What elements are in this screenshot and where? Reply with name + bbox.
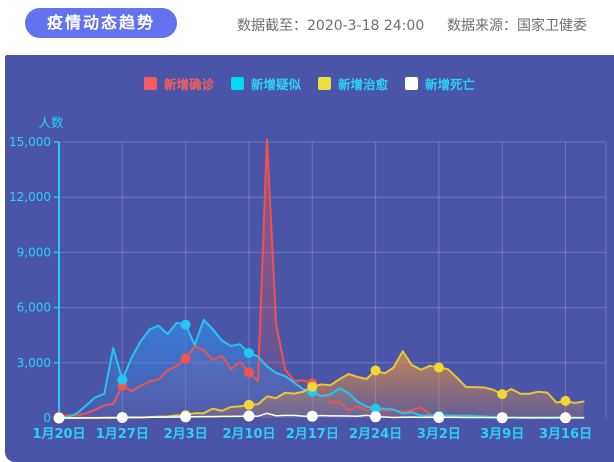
legend-item-confirmed[interactable]: 新增确诊 <box>143 74 214 93</box>
data-point-marker-3[interactable] <box>370 411 382 423</box>
confirmed-swatch-icon <box>143 77 157 90</box>
legend-label-suspected: 新增疑似 <box>250 77 301 92</box>
data-point-marker-1[interactable] <box>180 319 191 330</box>
data-point-marker-1[interactable] <box>243 347 254 358</box>
deaths-swatch-icon <box>405 77 419 90</box>
data-cutoff-label: 数据截至：2020-3-18 24:00 <box>237 18 425 34</box>
data-point-marker-1[interactable] <box>370 403 381 414</box>
data-point-marker-0[interactable] <box>180 353 191 364</box>
x-tick-label: 3月9日 <box>480 427 524 442</box>
y-axis-title: 人数 <box>38 115 64 130</box>
data-point-marker-3[interactable] <box>116 412 128 424</box>
chart-legend: 新增确诊 新增疑似 新增治愈 新增死亡 <box>5 74 614 93</box>
legend-item-deaths[interactable]: 新增死亡 <box>405 74 475 93</box>
y-tick-label: 9,000 <box>17 245 51 259</box>
legend-label-confirmed: 新增确诊 <box>163 77 214 92</box>
header: 疫情动态趋势 数据截至：2020-3-18 24:00 数据来源：国家卫健委 <box>0 0 614 55</box>
cured-swatch-icon <box>318 77 331 90</box>
x-tick-label: 3月16日 <box>539 427 592 442</box>
x-tick-label: 2月10日 <box>222 427 275 442</box>
y-tick-label: 0 <box>43 411 51 425</box>
data-point-marker-2[interactable] <box>307 381 318 392</box>
data-point-marker-1[interactable] <box>117 374 128 385</box>
x-tick-label: 1月27日 <box>96 427 149 442</box>
data-point-marker-3[interactable] <box>243 410 255 422</box>
page-title: 疫情动态趋势 <box>25 8 178 38</box>
data-point-marker-2[interactable] <box>560 395 571 406</box>
chart-panel: 0 3,000 6,000 9,000 12,000 15,000 人数 1月20日 1月27日… <box>5 55 614 462</box>
data-point-marker-3[interactable] <box>306 410 318 422</box>
data-point-marker-3[interactable] <box>560 412 572 424</box>
legend-item-suspected[interactable]: 新增疑似 <box>230 74 301 93</box>
data-point-marker-3[interactable] <box>53 412 65 424</box>
y-tick-label: 15,000 <box>9 135 51 149</box>
data-point-marker-2[interactable] <box>497 389 508 400</box>
x-tick-label: 1月20日 <box>32 427 85 442</box>
y-tick-label: 6,000 <box>17 301 51 315</box>
legend-label-cured: 新增治愈 <box>338 77 389 92</box>
legend-item-cured[interactable]: 新增治愈 <box>318 74 388 93</box>
suspected-swatch-icon <box>230 77 244 90</box>
y-tick-label: 3,000 <box>17 356 51 370</box>
data-point-marker-3[interactable] <box>496 412 508 424</box>
trend-chart-svg[interactable]: 0 3,000 6,000 9,000 12,000 15,000 人数 1月20日 1月27日… <box>5 55 614 462</box>
x-tick-label: 2月17日 <box>286 427 339 442</box>
x-tick-label: 2月3日 <box>164 427 208 442</box>
data-point-marker-2[interactable] <box>243 399 254 410</box>
y-tick-label: 12,000 <box>9 190 51 204</box>
data-point-marker-2[interactable] <box>370 365 381 376</box>
data-point-marker-0[interactable] <box>243 367 254 378</box>
data-source-label: 数据来源：国家卫健委 <box>447 18 587 34</box>
data-point-marker-3[interactable] <box>180 411 192 423</box>
data-point-marker-3[interactable] <box>433 411 445 423</box>
data-point-marker-2[interactable] <box>433 362 444 373</box>
legend-label-deaths: 新增死亡 <box>425 77 476 92</box>
series-line-3 <box>58 412 585 419</box>
x-tick-label: 3月2日 <box>417 427 461 442</box>
x-tick-label: 2月24日 <box>349 427 402 442</box>
series-area-1 <box>59 319 584 418</box>
